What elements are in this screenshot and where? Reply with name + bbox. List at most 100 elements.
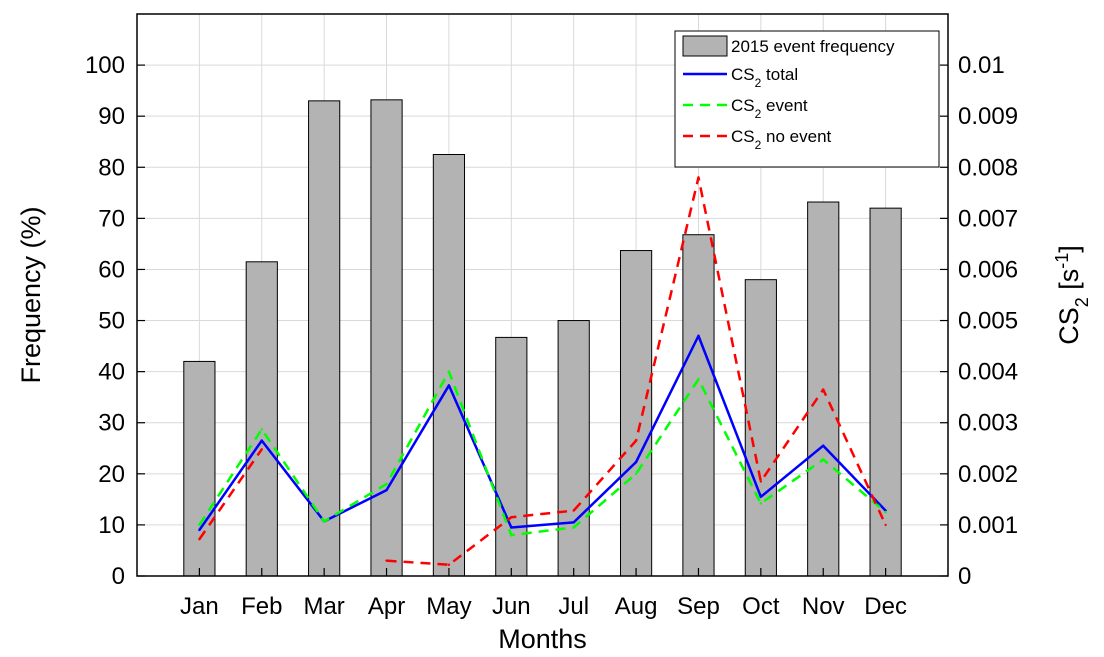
point-total-jul [572, 521, 575, 524]
point-total-apr [385, 488, 388, 492]
bar-jul [557, 320, 590, 577]
point-event-aug [634, 472, 638, 476]
point-no-event-apr [385, 559, 388, 562]
y2-axis-title-rest: [s [1054, 269, 1084, 298]
x-tick-label-feb: Feb [241, 593, 282, 620]
x-tick-label-oct: Oct [742, 593, 780, 620]
y-tick-label-10: 100 [85, 52, 125, 79]
point-event-may [447, 370, 451, 373]
point-event-jun [510, 533, 513, 537]
y2-tick-label-1: 0.001 [958, 512, 1018, 539]
y-tick-label-7: 70 [98, 205, 125, 232]
point-event-jan [198, 523, 201, 527]
point-no-event-sep [697, 176, 700, 179]
x-tick-label-nov: Nov [802, 593, 845, 620]
legend-label-event: CS2 event [731, 96, 808, 121]
point-event-mar [322, 520, 326, 523]
point-no-event-jun [510, 516, 513, 519]
y2-axis-title: CS2 [s-1] [1052, 245, 1092, 345]
axis-ticks [137, 64, 948, 577]
bar-sep [682, 234, 715, 577]
tick-labels: 0 10 20 30 40 50 60 70 80 90 100 0 0.001 0.002 0.003 0.… [85, 52, 1018, 620]
point-no-event-nov [822, 388, 825, 391]
point-event-jul [572, 526, 575, 529]
point-event-dec [884, 510, 887, 514]
x-tick-label-sep: Sep [677, 593, 720, 620]
bar-oct [744, 279, 777, 577]
legend-label-no-event-prefix: CS [731, 127, 755, 146]
bar-may [432, 154, 466, 577]
x-tick-label-jun: Jun [492, 593, 531, 620]
y2-tick-label-9: 0.009 [958, 103, 1018, 130]
line-series-no-event-part-1 [198, 448, 263, 540]
point-no-event-aug [634, 439, 638, 442]
legend-label-total-prefix: CS [731, 65, 755, 84]
bar-apr [370, 99, 403, 577]
y-tick-label-2: 20 [98, 461, 125, 488]
legend-label-event-sub: 2 [755, 107, 762, 121]
point-event-apr [385, 482, 388, 486]
legend: 2015 event frequency CS2 total CS2 event… [674, 30, 940, 168]
point-no-event-feb [260, 448, 263, 451]
y-axis-title: Frequency (%) [16, 206, 46, 383]
line-series-event [198, 370, 887, 537]
point-total-jan [198, 528, 201, 532]
y2-tick-label-4: 0.004 [958, 359, 1018, 386]
x-tick-label-may: May [426, 593, 471, 620]
legend-label-total-sub: 2 [755, 76, 762, 90]
bars [183, 99, 902, 577]
point-total-aug [634, 460, 638, 464]
bar-dec [869, 207, 902, 577]
bar-feb [245, 261, 278, 577]
point-total-nov [822, 444, 825, 447]
y-tick-label-0: 0 [112, 563, 125, 590]
point-event-oct [759, 502, 763, 505]
y2-axis-title-end: ] [1054, 245, 1084, 253]
point-event-nov [822, 458, 825, 461]
point-event-feb [260, 428, 263, 431]
y2-tick-label-2: 0.002 [958, 461, 1018, 488]
point-total-jun [510, 526, 513, 529]
x-tick-label-aug: Aug [615, 593, 658, 620]
point-no-event-dec [884, 523, 887, 527]
x-tick-label-apr: Apr [368, 593, 405, 620]
y2-tick-label-5: 0.005 [958, 308, 1018, 335]
legend-label-no-event: CS2 no event [731, 127, 832, 152]
y2-tick-label-3: 0.003 [958, 410, 1018, 437]
legend-label-total: CS2 total [731, 65, 798, 90]
point-total-feb [260, 439, 263, 442]
point-no-event-oct [759, 480, 763, 483]
x-axis-title: Months [498, 624, 587, 654]
legend-label-no-event-sub: 2 [755, 138, 762, 152]
series-lines [198, 176, 887, 567]
x-tick-label-dec: Dec [864, 593, 907, 620]
y2-tick-label-6: 0.006 [958, 256, 1018, 283]
bar-aug [619, 250, 653, 577]
point-total-oct [759, 495, 763, 499]
x-tick-label-jan: Jan [180, 593, 219, 620]
y2-axis-title-sub: 2 [1072, 297, 1092, 307]
point-no-event-jan [198, 538, 201, 541]
y2-tick-label-8: 0.008 [958, 154, 1018, 181]
y-tick-label-9: 90 [98, 103, 125, 130]
point-event-sep [697, 378, 700, 381]
legend-label-event-suffix: event [761, 96, 808, 115]
plot-frame [136, 13, 949, 577]
legend-label-event-prefix: CS [731, 96, 755, 115]
bar-mar [308, 100, 341, 577]
point-no-event-may [447, 563, 451, 566]
y2-axis-title-sup: -1 [1052, 253, 1072, 269]
bar-jan [183, 360, 216, 577]
line-series-total [198, 334, 887, 531]
y2-tick-label-10: 0.01 [958, 52, 1005, 79]
y-tick-label-6: 60 [98, 256, 125, 283]
y-tick-label-5: 50 [98, 308, 125, 335]
y-tick-label-8: 80 [98, 154, 125, 181]
x-tick-label-jul: Jul [558, 593, 589, 620]
point-total-sep [697, 334, 700, 338]
y-tick-label-4: 40 [98, 359, 125, 386]
y2-tick-label-7: 0.007 [958, 205, 1018, 232]
legend-label-no-event-suffix: no event [761, 127, 831, 146]
legend-swatch-bars [682, 35, 728, 57]
